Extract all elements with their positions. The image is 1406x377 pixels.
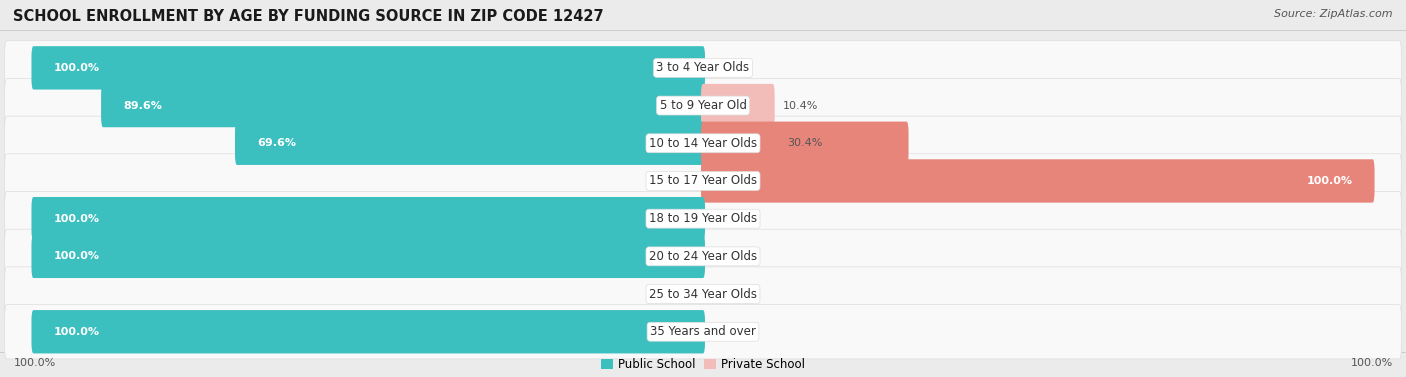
FancyBboxPatch shape bbox=[4, 78, 1402, 133]
FancyBboxPatch shape bbox=[4, 229, 1402, 284]
FancyBboxPatch shape bbox=[31, 197, 704, 241]
FancyBboxPatch shape bbox=[101, 84, 704, 127]
FancyBboxPatch shape bbox=[31, 234, 704, 278]
Text: 0.0%: 0.0% bbox=[717, 327, 745, 337]
Text: 0.0%: 0.0% bbox=[717, 63, 745, 73]
FancyBboxPatch shape bbox=[702, 84, 775, 127]
FancyBboxPatch shape bbox=[4, 267, 1402, 321]
Text: 20 to 24 Year Olds: 20 to 24 Year Olds bbox=[650, 250, 756, 263]
Text: 100.0%: 100.0% bbox=[14, 358, 56, 368]
Text: 100.0%: 100.0% bbox=[53, 63, 100, 73]
Text: 10.4%: 10.4% bbox=[783, 101, 818, 110]
FancyBboxPatch shape bbox=[235, 122, 704, 165]
Text: 35 Years and over: 35 Years and over bbox=[650, 325, 756, 338]
FancyBboxPatch shape bbox=[4, 41, 1402, 95]
FancyBboxPatch shape bbox=[702, 159, 1375, 203]
Text: 100.0%: 100.0% bbox=[1350, 358, 1392, 368]
FancyBboxPatch shape bbox=[4, 154, 1402, 208]
Text: 0.0%: 0.0% bbox=[717, 251, 745, 261]
Text: 25 to 34 Year Olds: 25 to 34 Year Olds bbox=[650, 288, 756, 300]
Legend: Public School, Private School: Public School, Private School bbox=[600, 358, 806, 371]
FancyBboxPatch shape bbox=[4, 305, 1402, 359]
Text: 5 to 9 Year Old: 5 to 9 Year Old bbox=[659, 99, 747, 112]
Text: 0.0%: 0.0% bbox=[661, 289, 689, 299]
Text: 0.0%: 0.0% bbox=[717, 289, 745, 299]
Text: 15 to 17 Year Olds: 15 to 17 Year Olds bbox=[650, 175, 756, 187]
Text: 18 to 19 Year Olds: 18 to 19 Year Olds bbox=[650, 212, 756, 225]
Text: 100.0%: 100.0% bbox=[53, 327, 100, 337]
FancyBboxPatch shape bbox=[31, 46, 704, 89]
Text: 100.0%: 100.0% bbox=[53, 214, 100, 224]
FancyBboxPatch shape bbox=[702, 122, 908, 165]
FancyBboxPatch shape bbox=[31, 310, 704, 354]
Text: 0.0%: 0.0% bbox=[717, 214, 745, 224]
FancyBboxPatch shape bbox=[4, 116, 1402, 170]
Text: 100.0%: 100.0% bbox=[53, 251, 100, 261]
Text: 10 to 14 Year Olds: 10 to 14 Year Olds bbox=[650, 137, 756, 150]
FancyBboxPatch shape bbox=[4, 192, 1402, 246]
Text: SCHOOL ENROLLMENT BY AGE BY FUNDING SOURCE IN ZIP CODE 12427: SCHOOL ENROLLMENT BY AGE BY FUNDING SOUR… bbox=[14, 9, 605, 25]
Text: 3 to 4 Year Olds: 3 to 4 Year Olds bbox=[657, 61, 749, 74]
Text: 100.0%: 100.0% bbox=[1306, 176, 1353, 186]
Text: 89.6%: 89.6% bbox=[124, 101, 162, 110]
Text: 69.6%: 69.6% bbox=[257, 138, 297, 148]
Text: Source: ZipAtlas.com: Source: ZipAtlas.com bbox=[1274, 9, 1392, 20]
Text: 0.0%: 0.0% bbox=[661, 176, 689, 186]
Text: 30.4%: 30.4% bbox=[787, 138, 823, 148]
